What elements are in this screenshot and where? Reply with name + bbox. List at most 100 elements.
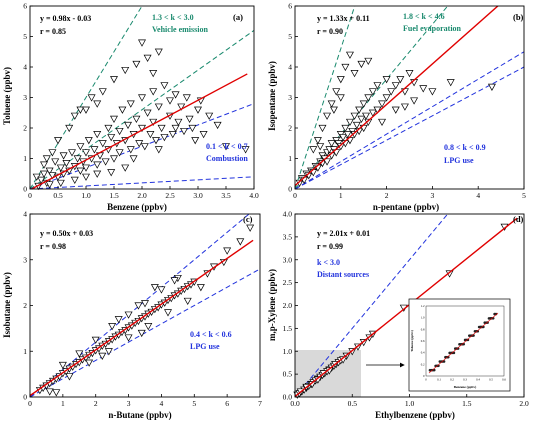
panel-c-point — [150, 284, 159, 292]
panel-a-fit-line — [30, 73, 248, 189]
panel-a-ratio-line-4 — [30, 176, 254, 189]
panel-a-point — [149, 118, 158, 127]
panel-d-marks — [293, 214, 518, 399]
panel-a-point — [107, 134, 116, 142]
panel-a-point — [121, 66, 130, 75]
panel-d-inset-point — [476, 329, 480, 333]
panel-a-point — [138, 94, 146, 102]
panel-b-x-tick-label: 1 — [339, 191, 343, 200]
panel-b-point — [343, 131, 352, 139]
panel-a-point — [182, 94, 191, 102]
panel-c-point — [114, 316, 123, 324]
panel-a-point — [168, 131, 177, 139]
panel-d-inset-xlabel: Benzene (ppbv) — [454, 385, 477, 389]
panel-a-point — [90, 146, 99, 154]
panel-a-y-tick-label: 4 — [23, 63, 27, 72]
panel-d-inset-y-tick-label: 0 — [423, 374, 425, 378]
panel-a-point — [177, 103, 186, 111]
panel-a-point — [76, 167, 85, 175]
panel-a-x-tick-label: 4.0 — [249, 191, 259, 200]
panel-a-point — [149, 70, 158, 78]
panel-d-inset-ticks: 0 0.1 0.2 0.3 0.4 0.5 0.6 0 0.2 0.4 0.6 0.8 1.0 1.2 — [421, 304, 507, 382]
panel-a-point — [93, 100, 102, 108]
panel-d-inset-y-tick-label: 0.8 — [421, 327, 425, 331]
panel-a-point — [126, 100, 135, 108]
panel-a-point — [115, 127, 124, 136]
panel-b-point — [357, 115, 366, 123]
panel-a-x-tick-label: 1.5 — [109, 191, 119, 200]
panel-d-y-tick-label: 4.0 — [283, 210, 293, 219]
panel-a-point — [76, 106, 85, 114]
panel-a-xlabel: Benzene (ppbv) — [107, 202, 167, 212]
panel-a-point — [70, 176, 79, 184]
panel-a-lines — [30, 6, 254, 189]
panel-b-point — [359, 100, 368, 108]
panel-d-annotation-2: Distant sources — [317, 270, 369, 279]
panel-b-point — [373, 82, 382, 90]
panel-c-fit-equation: y = 0.50x + 0.03 — [40, 229, 93, 238]
panel-b-x-tick-label: 0 — [293, 191, 297, 200]
panel-a-point — [129, 155, 138, 163]
panel-c-point — [91, 336, 100, 344]
panel-a-point — [68, 149, 76, 157]
panel-a-point — [45, 167, 54, 175]
panel-c-ylabel: Isobutane (ppbv) — [2, 272, 12, 338]
panel-b-ratio-line-1 — [295, 6, 356, 189]
panel-d-inset-x-tick-label: 0 — [425, 378, 427, 382]
panel-c-point — [108, 323, 117, 331]
panel-d-inset-point — [456, 347, 460, 350]
panel-b-point — [361, 112, 370, 120]
panel-a-point — [132, 115, 141, 123]
panel-a-point — [93, 161, 102, 169]
panel-a-ratio-line-2 — [30, 29, 254, 189]
panel-d-annotation-1: k < 3.0 — [317, 258, 340, 267]
panel-a-point — [152, 137, 160, 145]
panel-c-point — [183, 297, 192, 306]
panel-b-point — [373, 106, 382, 114]
panel-a-point — [70, 112, 79, 120]
panel-b-x-tick-label: 4 — [476, 191, 480, 200]
panel-a-point — [124, 121, 132, 130]
panel-a-marks — [30, 6, 254, 191]
panel-d-inset-x-tick-label: 0.5 — [489, 378, 493, 382]
panel-a-point — [48, 172, 57, 180]
panel-b-x-tick-label: 5 — [522, 191, 526, 200]
panel-a-point — [65, 124, 74, 133]
panel-a-point — [222, 143, 230, 151]
panel-c-point — [164, 309, 172, 317]
panel-b-axes: 0 1 2 3 4 5 0 1 2 3 4 5 6 — [288, 2, 526, 200]
panel-b-point — [323, 158, 332, 166]
panel-d-inset-y-tick-label: 0.4 — [421, 351, 425, 355]
panel-d-inset-x-tick-label: 0.3 — [463, 378, 467, 382]
panel-d-fit-equation: y = 2.01x + 0.01 — [317, 229, 370, 238]
panel-c-annotation-1: 0.4 < k < 0.6 — [190, 330, 232, 339]
panel-a-point — [37, 176, 46, 184]
panel-d-inset-y-tick-label: 0.6 — [421, 339, 425, 343]
panel-b-fit-equation: y = 1.33x + 0.11 — [317, 14, 370, 23]
panel-a-point — [154, 48, 163, 56]
panel-c-label: (c) — [243, 214, 253, 224]
panel-c-axes: 0 1 2 3 4 5 6 7 0 1 2 3 4 — [23, 210, 262, 408]
panel-a-point — [82, 164, 90, 172]
panel-b-point — [487, 83, 496, 91]
panel-a-point — [199, 131, 208, 139]
panel-d-inset-point — [432, 368, 436, 372]
panel-d-inset-x-tick-label: 0.4 — [476, 378, 480, 382]
panel-a-point — [126, 146, 135, 154]
panel-b-point — [378, 100, 387, 108]
panel-b-point — [446, 79, 455, 87]
panel-a-point — [62, 160, 71, 168]
panel-b-point — [350, 112, 359, 120]
panel-a-point — [45, 181, 54, 189]
panel-c-point — [124, 334, 133, 342]
panel-c-point — [75, 350, 84, 358]
panel-b-annotation-1: 1.8 < k < 4.6 — [403, 12, 445, 21]
panel-a-point — [194, 106, 202, 114]
panel-d-inset-x-tick-label: 0.6 — [502, 378, 506, 382]
panel-b-point — [368, 109, 377, 117]
panel-b-y-tick-label: 5 — [288, 32, 292, 41]
panel-b-point — [387, 88, 396, 96]
panel-c-point — [65, 373, 74, 381]
panel-c-point — [236, 238, 245, 246]
